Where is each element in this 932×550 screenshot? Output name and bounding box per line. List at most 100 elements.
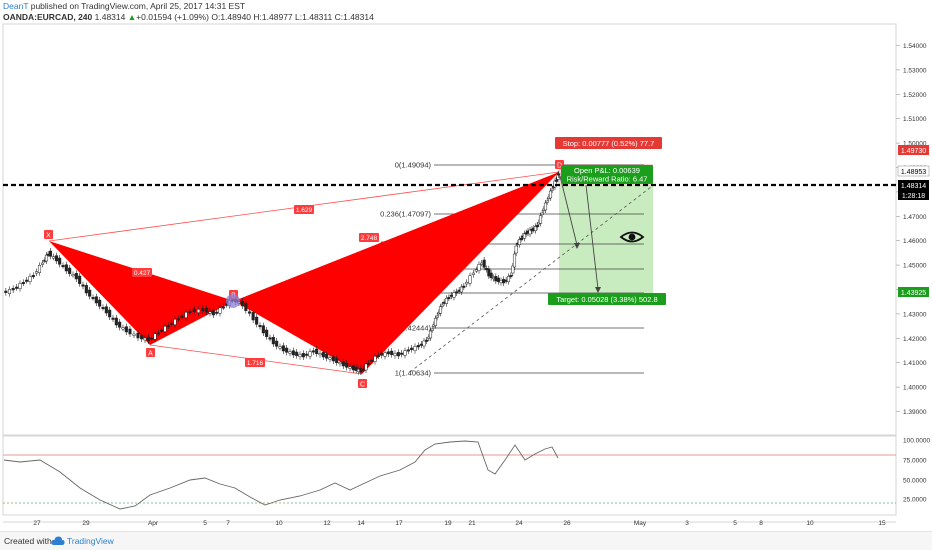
time-tick: 24 [515,520,523,527]
candle [533,226,538,231]
eye-icon[interactable] [619,231,645,243]
candle [211,310,215,316]
candle [285,347,289,353]
candle [430,328,434,331]
candle [128,328,132,335]
up-arrow-icon: ▲ [127,11,137,22]
candle [11,288,15,291]
candle [121,327,125,330]
candle [487,268,491,277]
pattern-triangle-xab[interactable] [49,241,234,345]
symbol-line: OANDA:EURCAD, 240 1.48314 ▲+0.01594 (+1.… [3,11,374,22]
candle [390,350,394,355]
candle [61,265,65,268]
point-c-label: C [360,382,365,389]
rsi-axis[interactable]: 100.0000 75.0000 50.0000 25.0000 [903,438,930,504]
time-tick: 10 [275,520,283,527]
candle [34,271,39,274]
candle [21,282,25,285]
candle [104,306,108,314]
time-tick: 12 [323,520,331,527]
publish-line: DeanT published on TradingView.com, Apri… [3,1,923,12]
candle [419,343,423,346]
candle [143,337,147,341]
candle [447,297,451,300]
time-tick: 8 [759,520,763,527]
candle [514,245,518,254]
candle [519,238,523,241]
candle [84,285,88,294]
candle [425,339,429,342]
candle [308,351,312,357]
time-tick: 21 [468,520,476,527]
candle [215,311,219,314]
candle [540,212,544,215]
time-tick: 5 [733,520,737,527]
candle [311,350,315,353]
candlestick-series [4,170,561,375]
candle [31,275,35,278]
candle [524,232,528,235]
candle [78,275,82,284]
candle [278,346,282,349]
stop-label-box [555,137,662,149]
time-tick: 15 [878,520,886,527]
rsi-pane-border [2,435,897,516]
position-labels[interactable]: Stop: 0.00777 (0.52%) 77.7 Open P&L: 0.0… [548,137,666,305]
candle [396,352,400,357]
rr-ratio-label: Risk/Reward Ratio: 6.47 [567,175,648,184]
candle [118,321,122,328]
candle [205,307,209,313]
candle [373,356,377,362]
author-link[interactable]: DeanT [3,1,29,11]
time-axis[interactable]: 27 29 Apr 5 7 10 12 14 17 19 21 24 26 May 3 5 8 10 15 [33,520,886,527]
target-label-box [548,293,666,305]
candle [180,315,184,318]
candle [81,284,85,287]
candle [160,329,164,332]
price-axis[interactable]: 1.540001.530001.520001.510001.500001.490… [896,43,927,416]
candle [410,347,414,350]
candle [499,280,503,283]
candle [406,349,410,352]
last-price: 1.48314 [94,11,126,22]
candle [428,330,433,339]
time-tick: Apr [148,520,159,527]
candle [74,273,78,280]
candle [208,311,212,314]
price-tick: 1.54000 [903,43,927,50]
time-tick: 17 [395,520,403,527]
price-tick: 1.53000 [903,67,927,74]
pattern-triangle-bcd[interactable] [234,172,559,374]
time-tick: 3 [685,520,689,527]
pattern-ratios: 1.629 0.427 1.716 2.748 [132,205,379,367]
candle [462,285,466,288]
candle [413,346,417,351]
candle [502,279,506,284]
candle [28,276,32,282]
candle [305,353,309,356]
price-tick: 1.42000 [903,336,927,343]
tradingview-cloud-icon [51,536,65,545]
time-tick: 29 [82,520,90,527]
candle [361,368,365,371]
candle [383,352,387,357]
chart-canvas[interactable]: 1.540001.530001.520001.510001.500001.490… [0,0,932,531]
ratio-xa-ab: 0.427 [134,270,151,277]
candle [132,333,136,336]
price-change: +0.01594 (+1.09%) [136,11,209,22]
selection-handle[interactable] [226,294,240,308]
stop-price-badge: 1.49730 [901,148,926,155]
chart-header: DeanT published on TradingView.com, Apri… [3,1,923,23]
trend-guide-line[interactable] [409,186,652,373]
candle [4,290,8,293]
symbol-name[interactable]: OANDA:EURCAD, 240 [3,11,93,22]
candle [108,309,112,318]
candle [465,282,469,285]
profit-zone [559,185,653,293]
price-badges: 1.49730 1.48953 1.48314 1:28:18 1.43925 [897,145,930,297]
current-price-badge: 1.48953 [901,169,926,176]
tradingview-brand-link[interactable]: TradingView [67,536,114,546]
candle [196,309,201,313]
candle [345,362,349,368]
